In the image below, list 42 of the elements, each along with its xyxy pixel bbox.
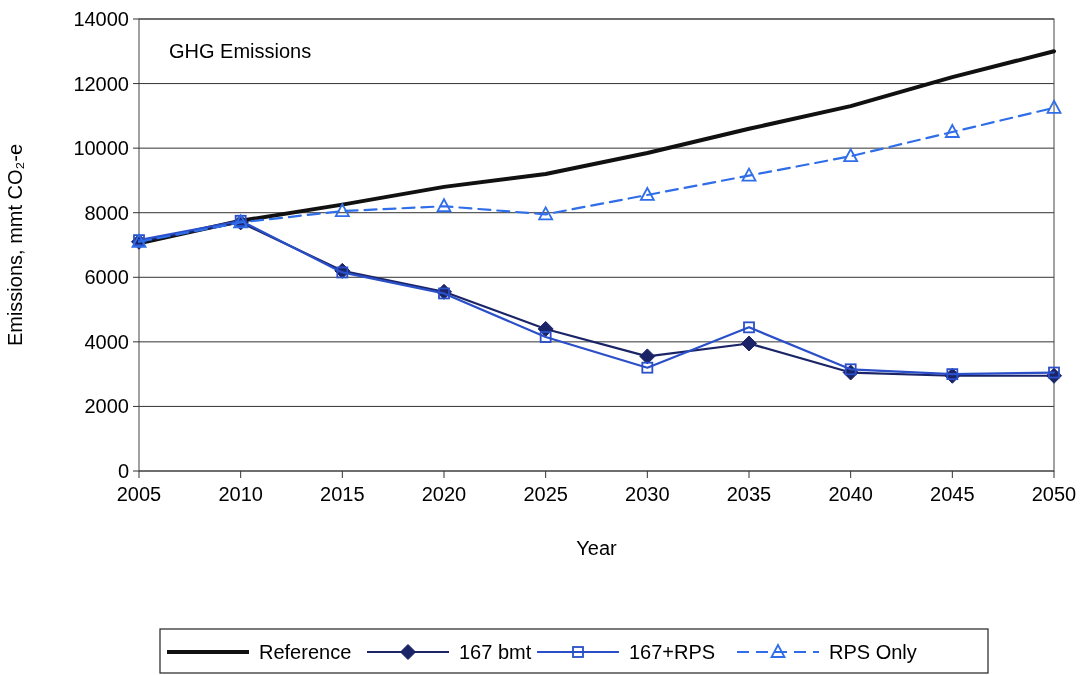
- x-tick-label: 2035: [726, 483, 772, 505]
- point: [1048, 366, 1060, 379]
- point: [741, 167, 757, 182]
- point: [639, 187, 655, 201]
- legend-label: Reference: [259, 641, 352, 663]
- point: [539, 331, 552, 343]
- y-tick-label: 6000: [84, 266, 129, 289]
- text: GHG Emissions: [169, 40, 312, 62]
- point: [844, 363, 857, 376]
- point: [944, 124, 960, 138]
- point: [334, 203, 350, 217]
- legend-label: 167 bmt: [459, 641, 532, 663]
- point: [843, 148, 859, 163]
- point: [743, 321, 755, 334]
- y-tick-label: 10000: [73, 137, 129, 160]
- x-tick-label: 2025: [523, 483, 568, 505]
- legend-label: RPS Only: [829, 641, 917, 663]
- x-tick-label: 2050: [1031, 483, 1077, 505]
- point: [538, 206, 554, 221]
- x-tick-label: 2020: [421, 483, 467, 505]
- x-tick-label: 2040: [828, 483, 873, 505]
- x-tick-label: 2030: [625, 483, 670, 505]
- y-tick-label: 8000: [84, 201, 129, 224]
- y-tick-label: 4000: [84, 330, 129, 353]
- y-tick-label: 14000: [73, 8, 129, 30]
- point: [639, 348, 656, 365]
- legend-label: 167+RPS: [629, 641, 716, 663]
- y-axis-title: Emissions, mmt CO₂-e: [4, 143, 26, 347]
- y-tick-label: 0: [117, 460, 129, 482]
- y-tick-label: 2000: [84, 395, 129, 418]
- point: [641, 361, 654, 374]
- y-tick-label: 12000: [73, 72, 129, 95]
- x-tick-label: 2010: [218, 483, 263, 505]
- x-tick-label: 2005: [116, 483, 162, 505]
- point: [438, 287, 450, 300]
- point: [336, 266, 349, 279]
- x-tick-label: 2045: [930, 483, 975, 505]
- point: [436, 198, 452, 213]
- point: [741, 335, 757, 352]
- point: [1046, 99, 1062, 114]
- x-axis-title: Year: [576, 537, 618, 559]
- x-tick-label: 2015: [320, 483, 365, 505]
